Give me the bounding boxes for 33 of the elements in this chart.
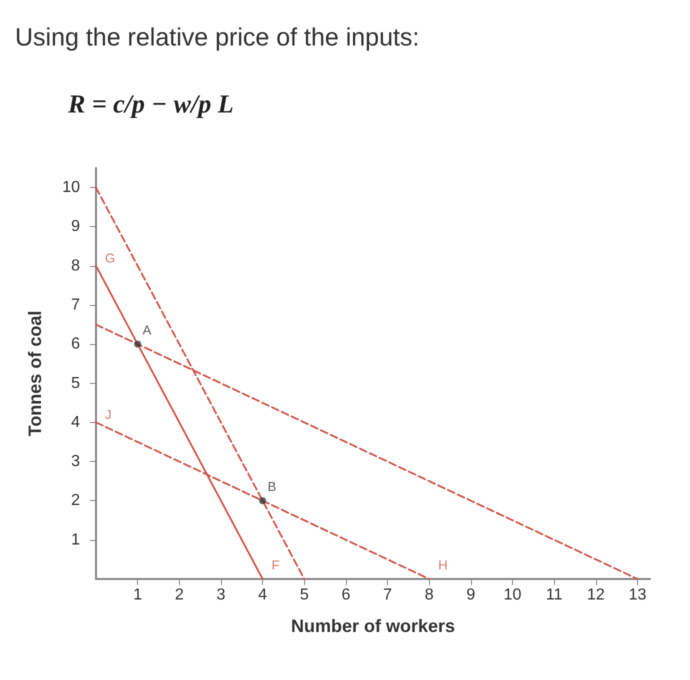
x-tick-label: 8 [424,586,434,604]
x-tick-label: 7 [383,586,392,604]
annotation: F [272,558,280,572]
x-tick-label: 4 [258,586,268,604]
y-axis-title: Tonnes of coal [25,310,45,436]
x-tick-label: 1 [133,586,142,604]
x-tick-label: 9 [466,586,476,604]
annotation: J [105,406,112,422]
x-tick-label: 12 [586,586,605,604]
chart-title: Using the relative price of the inputs: [15,24,420,52]
y-tick-label: 4 [71,414,80,431]
y-tick-label: 2 [71,492,80,510]
x-tick-label: 13 [628,586,647,604]
chart-subtitle: R = c/p − w/p L [67,90,234,118]
y-tick-label: 1 [71,531,80,548]
annotation: B [268,479,276,494]
x-tick-label: 11 [546,586,563,604]
x-tick-label: 3 [216,586,226,604]
y-tick-label: 5 [71,374,80,392]
x-axis-title: Number of workers [290,616,456,636]
y-tick-label: 9 [71,218,80,236]
x-tick-label: 10 [504,586,522,604]
x-tick-label: 2 [174,586,184,604]
y-tick-label: 6 [71,336,80,353]
y-tick-label: 8 [71,257,80,274]
y-tick-label: 7 [71,296,80,314]
x-tick-label: 6 [341,586,350,604]
y-tick-label: 10 [62,179,80,196]
annotation: H [438,558,448,572]
annotation: G [105,250,116,266]
annotation: A [142,322,152,338]
x-tick-label: 5 [300,586,309,604]
y-tick-label: 3 [71,453,80,470]
